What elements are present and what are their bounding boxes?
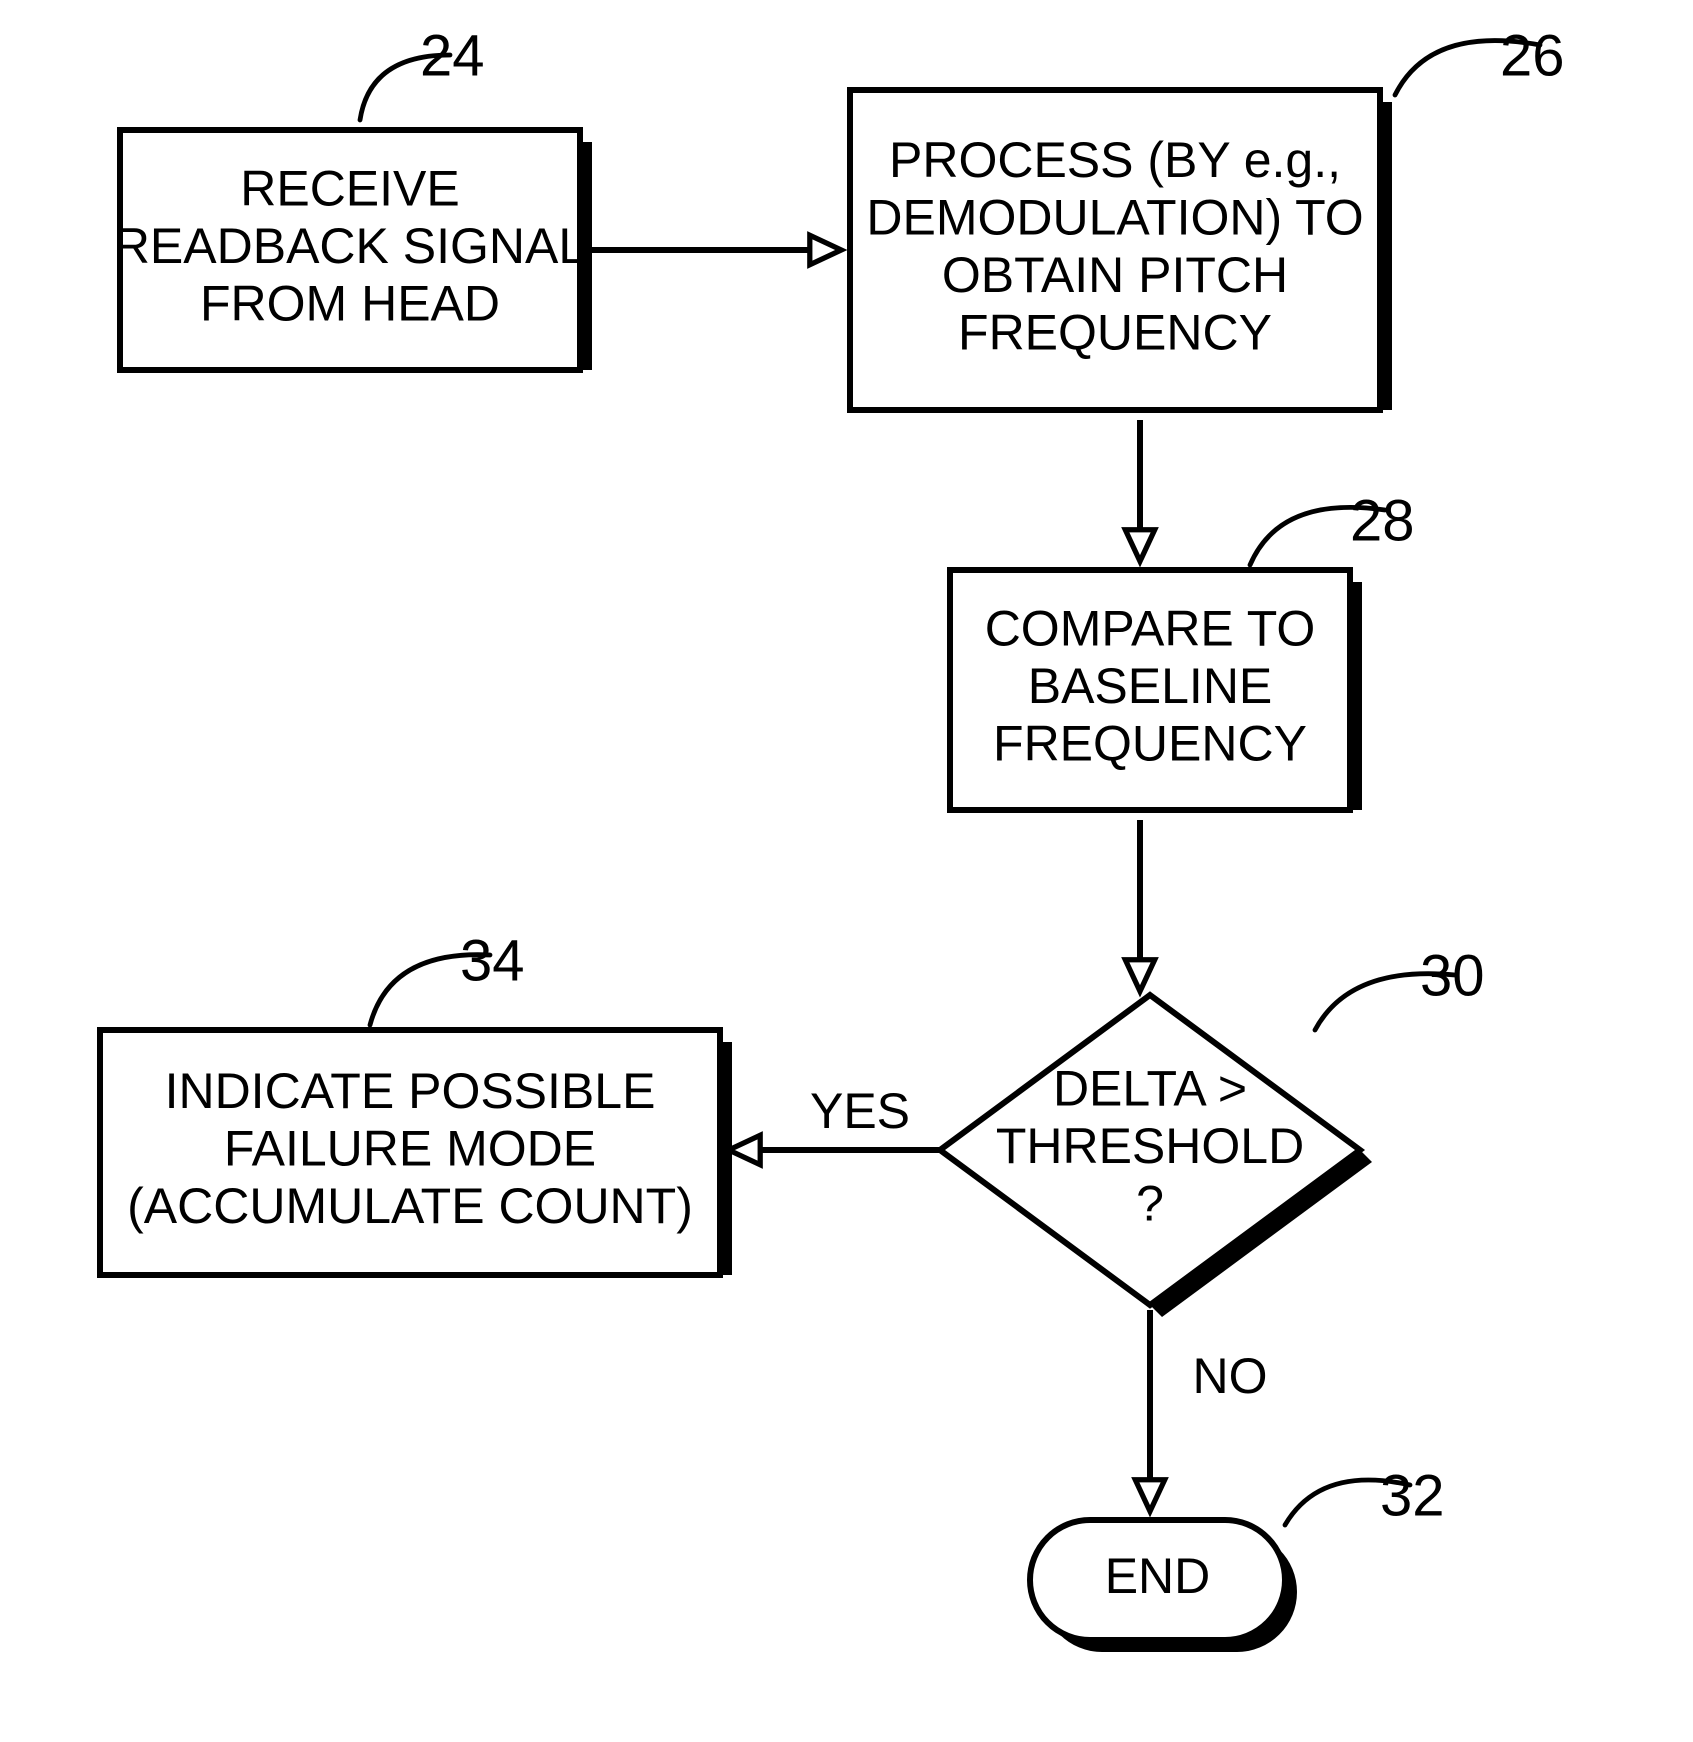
edges-layer: YES NO (590, 250, 1268, 1505)
node-text-line: ? (1136, 1176, 1164, 1232)
node-text-line: PROCESS (BY e.g., (889, 132, 1341, 188)
n30-ref-number: 30 (1420, 943, 1485, 1008)
node-text-line: FAILURE MODE (224, 1121, 596, 1177)
node-text-line: (ACCUMULATE COUNT) (127, 1178, 693, 1234)
node-text-line: INDICATE POSSIBLE (165, 1063, 656, 1119)
edge-label-yes: YES (810, 1083, 910, 1139)
node-text-line: READBACK SIGNAL (114, 218, 586, 274)
node-text-line: FREQUENCY (993, 716, 1307, 772)
n26-ref-number: 26 (1500, 23, 1565, 88)
edge-label-no: NO (1193, 1348, 1268, 1404)
node-text-line: END (1105, 1548, 1211, 1604)
node-text-line: COMPARE TO (985, 601, 1316, 657)
node-text-line: DELTA > (1053, 1061, 1247, 1117)
node-text-line: RECEIVE (240, 161, 460, 217)
n32-ref-number: 32 (1380, 1463, 1445, 1528)
node-text-line: DEMODULATION) TO (866, 189, 1363, 245)
n34-ref-number: 34 (460, 928, 525, 993)
n28-ref-number: 28 (1350, 488, 1415, 553)
node-text-line: OBTAIN PITCH (942, 247, 1288, 303)
node-text-line: FREQUENCY (958, 304, 1272, 360)
node-text-line: BASELINE (1028, 658, 1273, 714)
node-text-line: FROM HEAD (200, 276, 500, 332)
n24-ref-number: 24 (420, 23, 485, 88)
node-text-line: THRESHOLD (996, 1118, 1304, 1174)
